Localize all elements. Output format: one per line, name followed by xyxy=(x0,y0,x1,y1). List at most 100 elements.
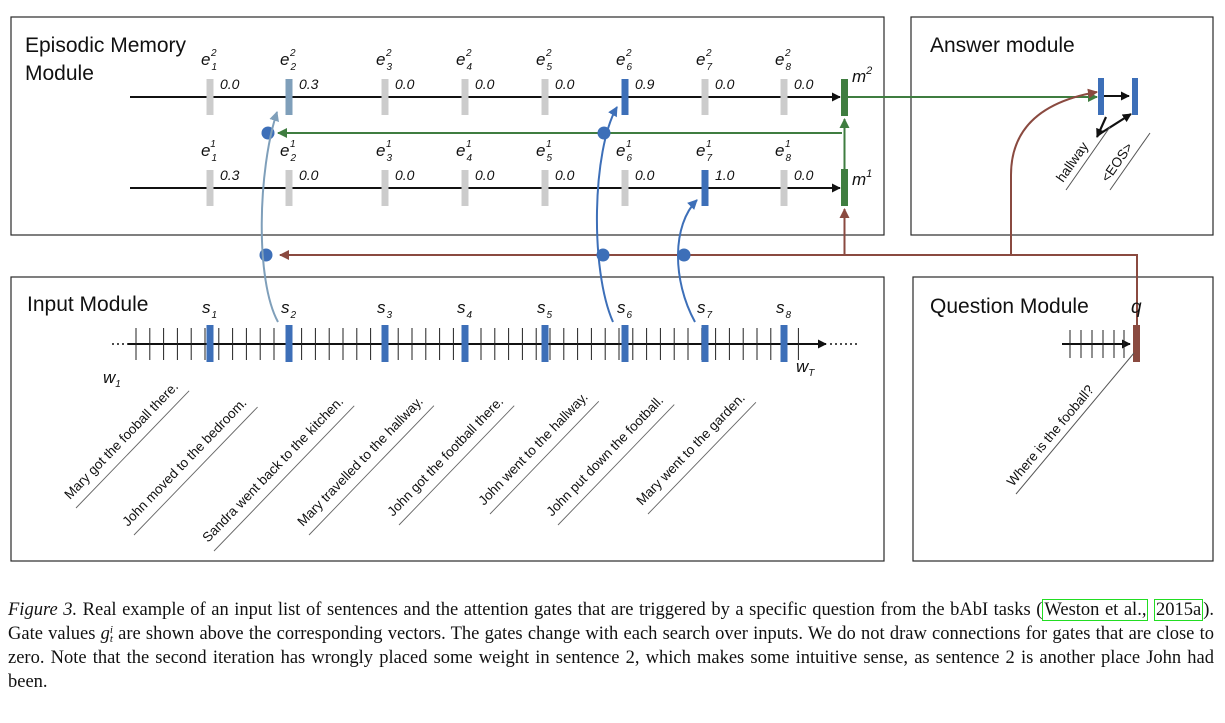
gate-value-iter2-7: 0.0 xyxy=(715,76,735,92)
gate-bar-iter2-8 xyxy=(780,79,788,115)
sentence-label-7: s7 xyxy=(697,298,713,321)
episode-label-iter1-8: e81 xyxy=(775,139,791,164)
gate-value-iter1-2: 0.0 xyxy=(299,167,319,183)
answer-underline-2 xyxy=(1109,132,1151,191)
episode-label-iter2-3: e32 xyxy=(376,48,392,73)
episodic-memory-module-box xyxy=(10,16,885,236)
episode-label-iter1-1: e11 xyxy=(201,139,216,164)
gate-value-iter2-2: 0.3 xyxy=(299,76,319,92)
caption-text-2: ). Gate values xyxy=(8,600,1215,644)
question-symbol: q xyxy=(1131,297,1142,318)
answer-vector-2 xyxy=(1132,78,1138,115)
gate-bar-iter1-6 xyxy=(621,170,629,206)
word-label-first: w1 xyxy=(103,368,121,390)
gate-bar-iter1-8 xyxy=(780,170,788,206)
gate-value-iter1-3: 0.0 xyxy=(395,167,415,183)
sentence-vector-3 xyxy=(381,325,389,362)
episodic-title-line1: Episodic Memory xyxy=(25,34,187,57)
sentence-underline-7 xyxy=(557,404,675,526)
gate-bar-iter2-1 xyxy=(206,79,214,115)
gate-bar-iter1-2 xyxy=(285,170,293,206)
caption-figure-label: Figure 3. xyxy=(8,600,78,620)
episode-label-iter2-8: e82 xyxy=(775,48,791,73)
gate-value-iter2-1: 0.0 xyxy=(220,76,240,92)
sentence-label-6: s6 xyxy=(617,298,633,321)
caption-text-3: are shown above the corresponding vector… xyxy=(8,624,1214,692)
sentence-vector-7 xyxy=(701,325,709,362)
figure-caption: Figure 3. Real example of an input list … xyxy=(8,598,1214,694)
sentence-underline-8 xyxy=(647,401,757,515)
word-label-last: wT xyxy=(796,357,815,379)
gate-bar-iter2-6 xyxy=(621,79,629,115)
caption-text-1: Real example of an input list of sentenc… xyxy=(77,600,1043,620)
gate-bar-iter1-1 xyxy=(206,170,214,206)
gate-bar-iter2-2 xyxy=(285,79,293,115)
sentence-label-5: s5 xyxy=(537,298,553,321)
sentence-underline-5 xyxy=(398,405,515,526)
gate-bar-iter2-7 xyxy=(701,79,709,115)
question-vector xyxy=(1133,325,1140,362)
gate-value-iter1-8: 0.0 xyxy=(794,167,814,183)
sentence-underline-6 xyxy=(489,401,600,515)
episode-label-iter1-4: e41 xyxy=(456,139,472,164)
sentence-underline-3 xyxy=(213,405,355,552)
input-module-box xyxy=(10,276,885,562)
sentence-vector-2 xyxy=(285,325,293,362)
memory-vector-m2 xyxy=(841,79,848,116)
question-module-box xyxy=(912,276,1214,562)
gate-value-iter1-6: 0.0 xyxy=(635,167,655,183)
dmn-diagram: Episodic Memory Module Answer module Inp… xyxy=(10,16,1214,562)
gate-value-iter2-3: 0.0 xyxy=(395,76,415,92)
input-title: Input Module xyxy=(27,293,148,316)
episode-label-iter2-7: e72 xyxy=(696,48,712,73)
gate-value-iter2-4: 0.0 xyxy=(475,76,495,92)
gate-bar-iter1-5 xyxy=(541,170,549,206)
episode-label-iter1-5: e51 xyxy=(536,139,552,164)
question-title: Question Module xyxy=(930,295,1089,318)
sentence-vector-4 xyxy=(461,325,469,362)
episode-label-iter2-6: e62 xyxy=(616,48,632,73)
citation-link-authors[interactable]: Weston et al., xyxy=(1042,599,1149,621)
gate-bar-iter1-4 xyxy=(461,170,469,206)
attention-curve-s7 xyxy=(677,199,698,323)
attention-curve-s6 xyxy=(596,106,618,323)
gate-bar-iter2-3 xyxy=(381,79,389,115)
sentence-label-8: s8 xyxy=(776,298,792,321)
episode-label-iter2-2: e22 xyxy=(280,48,296,73)
sentence-label-1: s1 xyxy=(202,298,217,321)
episode-label-iter2-4: e42 xyxy=(456,48,472,73)
arrow-question-to-answer xyxy=(1010,88,1098,255)
answer-module-box xyxy=(910,16,1214,236)
gate-bar-iter2-4 xyxy=(461,79,469,115)
answer-title: Answer module xyxy=(930,34,1075,57)
episode-label-iter1-7: e71 xyxy=(696,139,712,164)
sentence-underline-1 xyxy=(75,390,190,509)
episode-label-iter1-2: e21 xyxy=(280,139,296,164)
citation-link-year[interactable]: 2015a xyxy=(1154,599,1204,621)
arrow-question-to-gates xyxy=(279,250,1138,336)
sentence-label-2: s2 xyxy=(281,298,297,321)
answer-vector-1 xyxy=(1098,78,1104,115)
gate-value-iter1-5: 0.0 xyxy=(555,167,575,183)
episodic-title-line2: Module xyxy=(25,62,94,85)
sentence-underline-4 xyxy=(308,405,435,536)
attention-curve-s2 xyxy=(260,111,279,323)
memory-label-m2: m2 xyxy=(852,65,872,86)
sentence-vector-5 xyxy=(541,325,549,362)
gate-bar-iter1-3 xyxy=(381,170,389,206)
gate-value-iter2-6: 0.9 xyxy=(635,76,655,92)
memory-label-m1: m1 xyxy=(852,168,872,189)
gate-value-iter2-5: 0.0 xyxy=(555,76,575,92)
episode-label-iter1-3: e31 xyxy=(376,139,392,164)
sentence-vector-8 xyxy=(780,325,788,362)
sentence-label-3: s3 xyxy=(377,298,393,321)
answer-arrow-up xyxy=(1097,113,1132,136)
sentence-vector-6 xyxy=(621,325,629,362)
gate-value-iter1-4: 0.0 xyxy=(475,167,495,183)
gate-bar-iter1-7 xyxy=(701,170,709,206)
sentence-underline-2 xyxy=(133,406,258,536)
sentence-label-4: s4 xyxy=(457,298,473,321)
gate-bar-iter2-5 xyxy=(541,79,549,115)
memory-vector-m1 xyxy=(841,169,848,206)
